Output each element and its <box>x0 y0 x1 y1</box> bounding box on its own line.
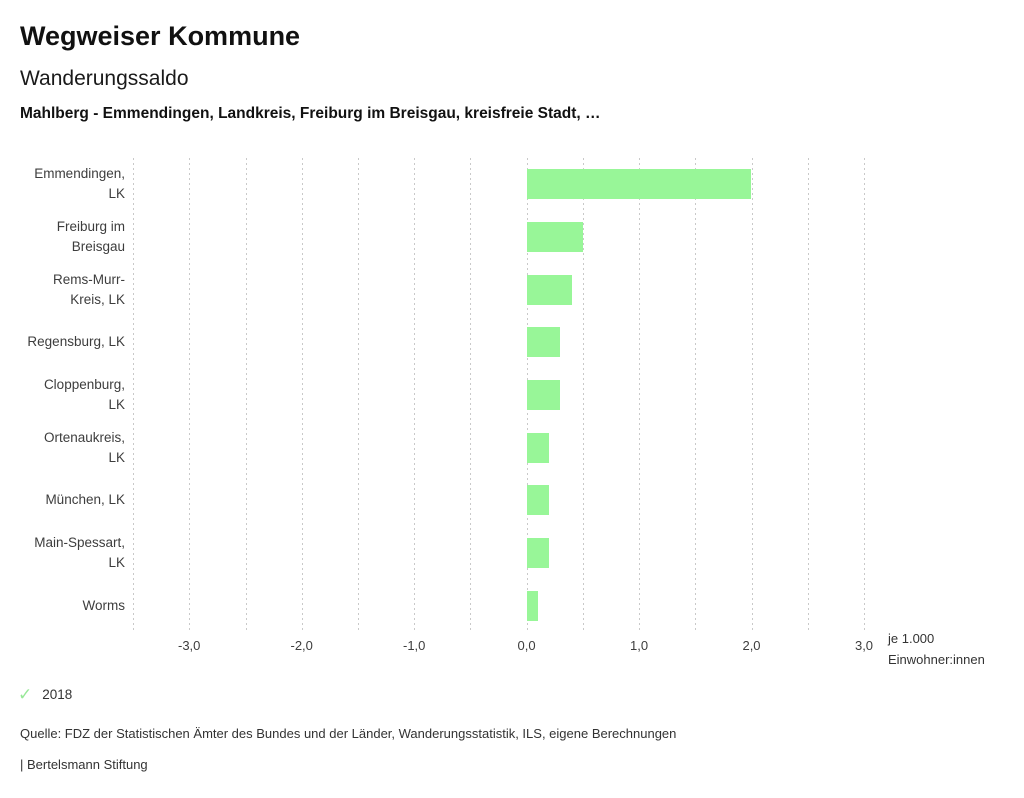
gridline <box>189 158 191 632</box>
gridline <box>470 158 472 632</box>
y-axis-label: München, LK <box>0 474 125 527</box>
brand-text: | Bertelsmann Stiftung <box>20 757 148 772</box>
gridline <box>133 158 134 632</box>
gridline <box>301 158 303 632</box>
bar-ortenaukreis-lk <box>526 432 550 463</box>
x-axis-unit-line-1: je 1.000 <box>888 631 935 646</box>
bar-main-spessart-lk <box>526 538 550 568</box>
y-axis-label-line: Main-Spessart, <box>34 535 125 551</box>
y-axis-label-line: Freiburg im <box>56 219 125 235</box>
y-axis-labels: Emmendingen, LK Freiburg im Breisgau Rems-Mu… <box>0 158 125 632</box>
x-tick-label: 3,0 <box>854 638 874 653</box>
x-axis-unit-label: je 1.000 Einwohner:innen <box>888 628 985 670</box>
y-axis-label: Ortenaukreis, LK <box>0 421 125 474</box>
y-axis-label-line: Kreis, LK <box>70 291 125 307</box>
x-tick-label: -2,0 <box>290 638 313 653</box>
y-axis-label-line: Emmendingen, <box>34 166 125 182</box>
y-axis-label-line: LK <box>108 186 125 202</box>
y-axis-label: Emmendingen, LK <box>0 158 125 211</box>
gridline <box>357 158 359 632</box>
chart-title: Wanderungssaldo <box>20 67 189 90</box>
y-axis-label-line: Breisgau <box>71 239 125 255</box>
y-axis-label-line: Ortenaukreis, <box>43 429 125 445</box>
x-tick-label: 2,0 <box>742 638 761 653</box>
x-tick-label: 1,0 <box>630 638 649 653</box>
app-title: Wegweiser Kommune <box>20 21 301 51</box>
gridline <box>695 158 697 632</box>
bar-regensburg-lk <box>526 327 561 358</box>
y-axis-label-line: Regensburg, LK <box>27 334 125 350</box>
y-axis-label-line: LK <box>108 555 125 571</box>
bar-emmendingen-lk <box>526 169 752 200</box>
gridline <box>639 158 641 632</box>
bar-worms <box>526 590 538 621</box>
x-axis-unit-line-2: Einwohner:innen <box>888 652 985 667</box>
bar-cloppenburg-lk <box>526 380 561 410</box>
x-tick-label: 0,0 <box>517 638 536 653</box>
x-tick-label: -3,0 <box>177 638 201 653</box>
source-text: Quelle: FDZ der Statistischen Ämter des … <box>20 726 677 741</box>
y-axis-label-line: LK <box>108 449 125 465</box>
gridline <box>751 158 753 632</box>
y-axis-label-line: Rems-Murr- <box>53 271 125 287</box>
gridline <box>414 158 416 632</box>
gridline <box>582 158 584 632</box>
x-tick-label: -1,0 <box>402 638 426 653</box>
y-axis-label: Freiburg im Breisgau <box>0 211 125 264</box>
x-axis-ticks: -3,0 -2,0 -1,0 0,0 1,0 2,0 3,0 <box>133 638 873 656</box>
comparison-subtitle: Mahlberg - Emmendingen, Landkreis, Freib… <box>20 105 601 122</box>
y-axis-label-line: München, LK <box>45 492 125 508</box>
bar-m-nchen-lk <box>526 485 550 516</box>
legend-item-2018[interactable]: 2018 <box>42 687 73 702</box>
gridline <box>807 158 809 632</box>
bar-freiburg-im-breisgau <box>526 222 583 252</box>
gridline <box>864 158 865 632</box>
y-axis-label-line: Cloppenburg, <box>43 377 125 393</box>
y-axis-label-line: Worms <box>82 597 126 613</box>
y-axis-label: Cloppenburg, LK <box>0 369 125 422</box>
y-axis-label: Rems-Murr- Kreis, LK <box>0 263 125 316</box>
check-icon: ✓ <box>18 685 33 704</box>
plot-area <box>133 158 865 632</box>
bar-rems-murr-kreis-lk <box>526 274 572 305</box>
y-axis-label: Main-Spessart, LK <box>0 527 125 580</box>
y-axis-label: Worms <box>0 579 126 632</box>
y-axis-label-line: LK <box>108 397 125 413</box>
gridline <box>245 158 247 632</box>
y-axis-label: Regensburg, LK <box>0 316 125 369</box>
legend: ✓ 2018 <box>18 686 72 703</box>
